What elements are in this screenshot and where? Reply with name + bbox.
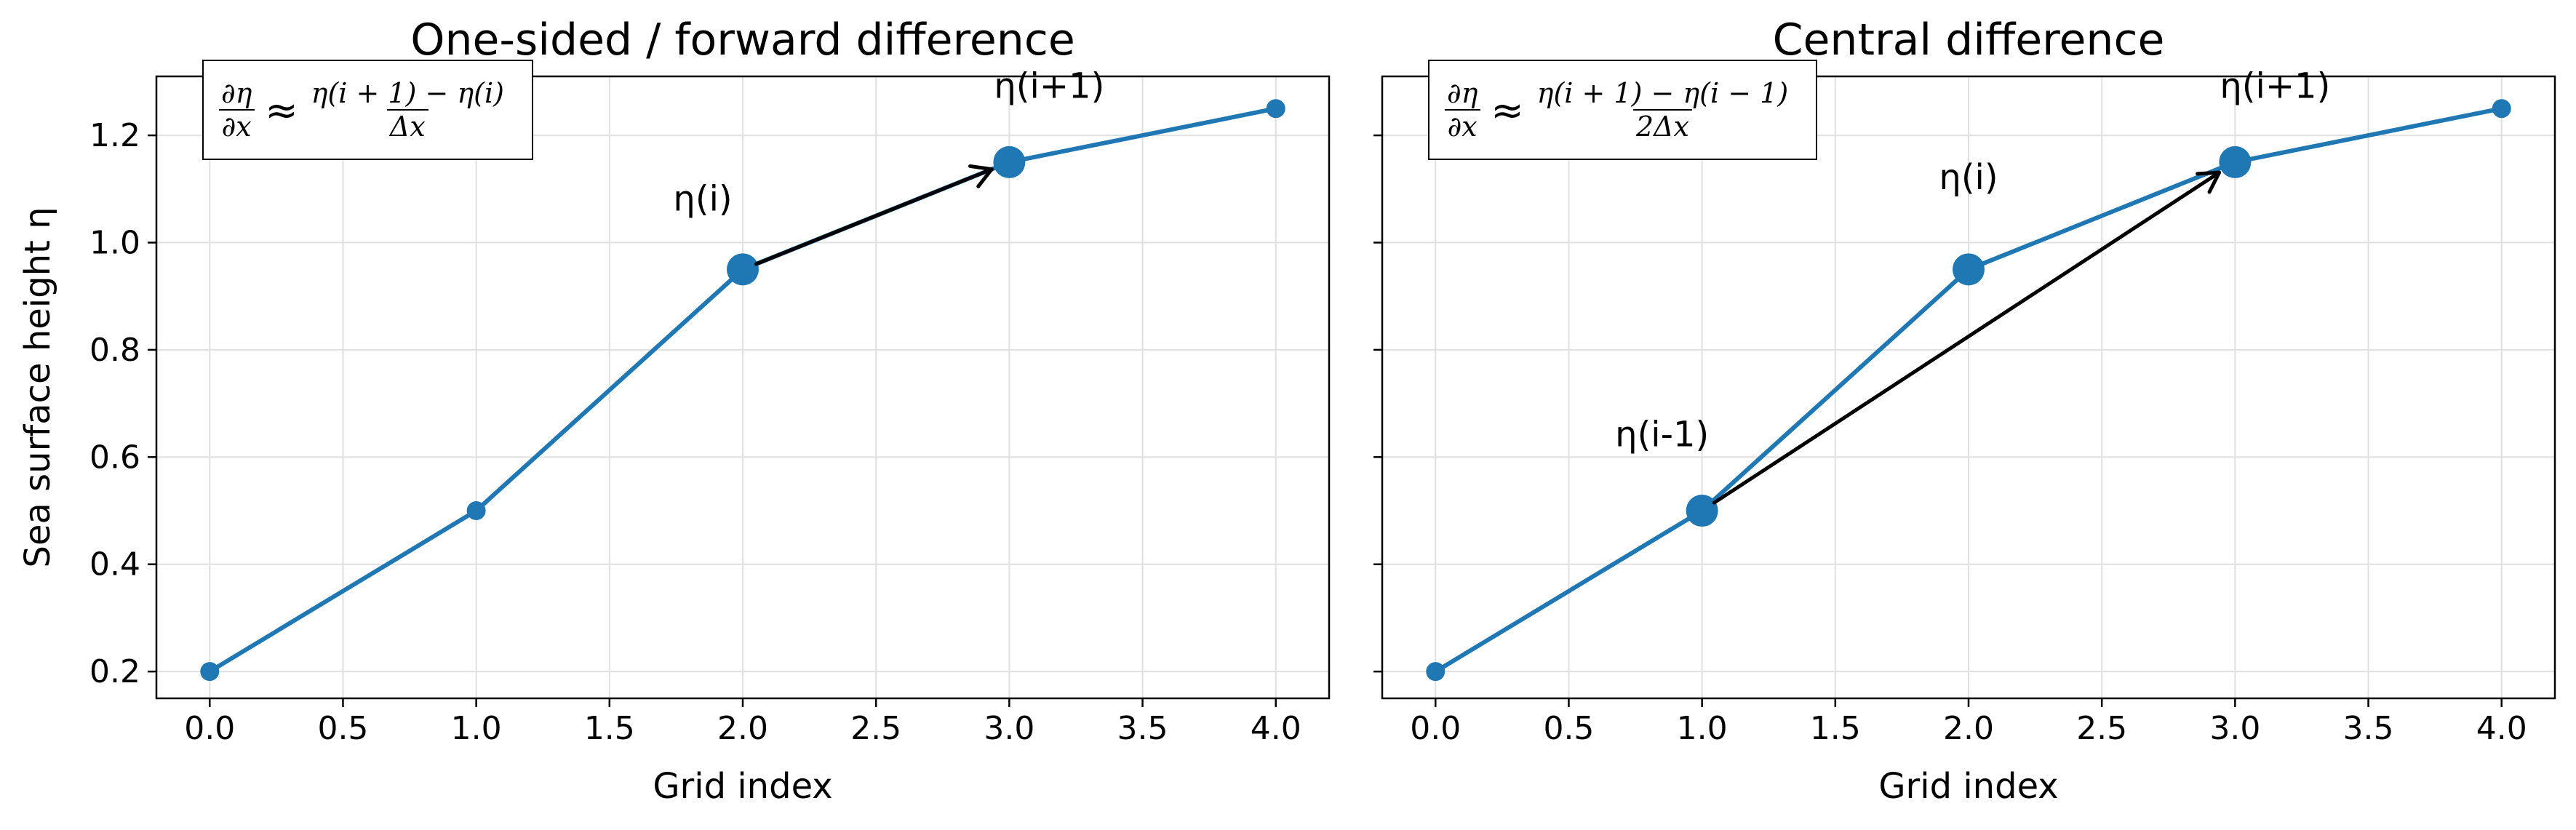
point-annotation: η(i-1) (1615, 415, 1709, 455)
formula-lhs: ∂η ∂x (218, 77, 255, 143)
formula-approx: ≈ (265, 87, 298, 133)
data-point (1426, 662, 1445, 682)
y-tick-label: 0.6 (89, 439, 140, 476)
formula-lhs-den: ∂x (218, 109, 255, 143)
y-tick-label: 1.2 (89, 117, 140, 154)
x-tick-label: 2.5 (850, 710, 901, 747)
x-tick-label: 3.5 (1117, 710, 1168, 747)
highlight-point (727, 253, 759, 286)
y-axis-label: Sea surface height η (17, 207, 58, 567)
highlight-point (993, 145, 1026, 178)
data-point (2492, 99, 2511, 119)
point-annotation: η(i) (1939, 157, 1998, 198)
formula-lhs-den: ∂x (1444, 109, 1480, 143)
formula-rhs-den: Δx (386, 109, 428, 143)
x-tick-label: 2.0 (1943, 710, 1994, 747)
y-tick-label: 0.8 (89, 332, 140, 369)
formula-approx: ≈ (1491, 87, 1524, 133)
y-tick-label: 1.0 (89, 224, 140, 261)
x-tick-label: 4.0 (2476, 710, 2527, 747)
formula-lhs: ∂η ∂x (1444, 77, 1480, 143)
x-tick-label: 1.5 (1810, 710, 1861, 747)
point-annotation: η(i+1) (2220, 65, 2330, 106)
formula-rhs-num: η(i + 1) − η(i) (311, 77, 504, 109)
formula-rhs-den: 2Δx (1632, 109, 1692, 143)
arrow-head (2196, 170, 2222, 194)
highlight-point (1686, 495, 1718, 527)
axes-frame (155, 75, 1331, 700)
x-axis-label: Grid index (1878, 766, 2058, 807)
subplot-1: 0.0 0.5 1.0 1.5 2.0 2.5 3.0 3.5 4.0 η(i-1) η(i) η(i… (1373, 15, 2556, 807)
formula-box-forward: ∂η ∂x ≈ η(i + 1) − η(i) Δx (202, 60, 533, 160)
arrow-shaft (754, 167, 994, 266)
point-annotation: η(i+1) (994, 65, 1104, 106)
highlight-point (2219, 145, 2252, 178)
y-tick-label: 0.4 (89, 546, 140, 583)
x-tick-label: 1.5 (584, 710, 635, 747)
arrow-shaft (1712, 170, 2222, 505)
x-tick-label: 0.0 (184, 710, 235, 747)
data-point (1266, 99, 1285, 119)
formula-rhs-num: η(i + 1) − η(i − 1) (1536, 77, 1789, 109)
highlight-point (1953, 253, 1985, 286)
x-tick-label: 1.0 (451, 710, 502, 747)
x-tick-label: 0.5 (317, 710, 368, 747)
y-tick-label: 0.2 (89, 653, 140, 690)
formula-lhs-num: ∂η (1447, 77, 1478, 109)
plot-area (200, 99, 1285, 682)
x-tick-label: 1.0 (1677, 710, 1728, 747)
point-annotation: η(i) (673, 178, 732, 219)
x-tick-label: 0.5 (1543, 710, 1594, 747)
x-axis-label: Grid index (653, 766, 832, 807)
chart-title: One-sided / forward difference (410, 15, 1075, 65)
subplot-0: 0.0 0.5 1.0 1.5 2.0 2.5 3.0 3.5 4.0 0.2 0.4 0.6 0.8 1… (17, 15, 1331, 807)
formula-box-central: ∂η ∂x ≈ η(i + 1) − η(i − 1) 2Δx (1428, 60, 1817, 160)
x-tick-label: 3.0 (2209, 710, 2260, 747)
x-tick-label: 3.5 (2343, 710, 2394, 747)
x-tick-label: 2.0 (717, 710, 768, 747)
arrow-head (968, 164, 994, 188)
chart-title: Central difference (1773, 15, 2165, 65)
x-tick-label: 3.0 (984, 710, 1034, 747)
plot-area (1426, 99, 2511, 682)
formula-rhs: η(i + 1) − η(i − 1) 2Δx (1534, 77, 1792, 143)
x-tick-label: 2.5 (2076, 710, 2127, 747)
formula-lhs-num: ∂η (221, 77, 252, 109)
x-tick-label: 4.0 (1251, 710, 1301, 747)
data-point (200, 662, 220, 682)
formula-rhs: η(i + 1) − η(i) Δx (308, 77, 507, 143)
axes-frame (1381, 75, 2556, 700)
x-tick-label: 0.0 (1410, 710, 1461, 747)
data-point (466, 501, 486, 521)
